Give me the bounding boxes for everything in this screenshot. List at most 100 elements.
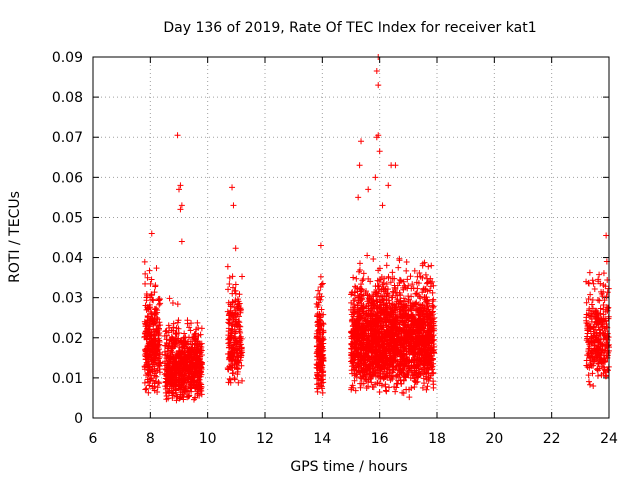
data-point (316, 290, 323, 297)
data-point (594, 354, 601, 361)
data-point (416, 356, 423, 363)
data-point (365, 300, 372, 307)
data-point (239, 273, 246, 280)
data-point (394, 371, 401, 378)
data-point (583, 278, 590, 285)
data-point (365, 336, 372, 343)
data-point (369, 347, 376, 354)
data-point (396, 276, 403, 283)
data-point (411, 377, 418, 384)
data-point (166, 357, 173, 364)
data-point (397, 377, 404, 384)
data-point (594, 365, 601, 372)
data-point (148, 230, 155, 237)
data-point (313, 343, 320, 350)
data-point (196, 383, 203, 390)
data-point (230, 202, 237, 209)
data-point (319, 389, 326, 396)
data-point (142, 280, 149, 287)
data-point (226, 280, 233, 287)
data-point (237, 323, 244, 330)
data-point (226, 274, 233, 281)
data-point (352, 387, 359, 394)
data-point (400, 286, 407, 293)
data-point (152, 328, 159, 335)
data-point (237, 329, 244, 336)
data-point (351, 353, 358, 360)
data-point (413, 279, 420, 286)
data-point (351, 377, 358, 384)
data-point (395, 264, 402, 271)
data-point (598, 317, 605, 324)
data-point (408, 362, 415, 369)
data-point (149, 383, 156, 390)
data-point (188, 378, 195, 385)
data-point (594, 296, 601, 303)
data-point (361, 365, 368, 372)
data-point (318, 341, 325, 348)
y-tick-label: 0 (74, 411, 83, 427)
data-point (188, 320, 195, 327)
data-point (227, 303, 234, 310)
data-point (174, 365, 181, 372)
data-point (381, 374, 388, 381)
data-point (349, 382, 356, 389)
data-point (583, 337, 590, 344)
data-point (405, 296, 412, 303)
data-point (227, 312, 234, 319)
data-point (391, 343, 398, 350)
data-point (231, 360, 238, 367)
data-point (593, 346, 600, 353)
data-point (391, 383, 398, 390)
data-point (232, 281, 239, 288)
data-point (379, 322, 386, 329)
data-point (366, 366, 373, 373)
data-point (355, 342, 362, 349)
data-point (411, 267, 418, 274)
data-point (357, 314, 364, 321)
data-point (231, 287, 238, 294)
data-point (156, 350, 163, 357)
data-point (392, 324, 399, 331)
data-point (402, 373, 409, 380)
data-point (173, 361, 180, 368)
data-point (408, 331, 415, 338)
data-point (405, 293, 412, 300)
data-point (161, 332, 168, 339)
data-point (590, 382, 597, 389)
data-point (378, 382, 385, 389)
data-point (403, 327, 410, 334)
data-point (165, 352, 172, 359)
data-point (375, 267, 382, 274)
data-point (372, 338, 379, 345)
data-point (595, 372, 602, 379)
data-point (197, 369, 204, 376)
data-point (154, 309, 161, 316)
data-point (427, 375, 434, 382)
data-point (596, 271, 603, 278)
data-point (426, 311, 433, 318)
data-point (398, 339, 405, 346)
data-point (429, 363, 436, 370)
data-point (411, 358, 418, 365)
data-point (588, 309, 595, 316)
data-point (365, 348, 372, 355)
y-tick-label: 0.06 (52, 170, 83, 186)
data-point (196, 392, 203, 399)
data-point (603, 373, 610, 380)
data-point (229, 273, 236, 280)
data-point (364, 292, 371, 299)
data-point (423, 386, 430, 393)
data-point (185, 340, 192, 347)
data-point (350, 274, 357, 281)
data-point (403, 267, 410, 274)
data-point (143, 294, 150, 301)
data-point (314, 388, 321, 395)
data-point (597, 305, 604, 312)
data-point (225, 286, 232, 293)
data-point (314, 348, 321, 355)
data-point (155, 360, 162, 367)
data-point (182, 353, 189, 360)
data-point (424, 349, 431, 356)
y-tick-label: 0.01 (52, 371, 83, 387)
